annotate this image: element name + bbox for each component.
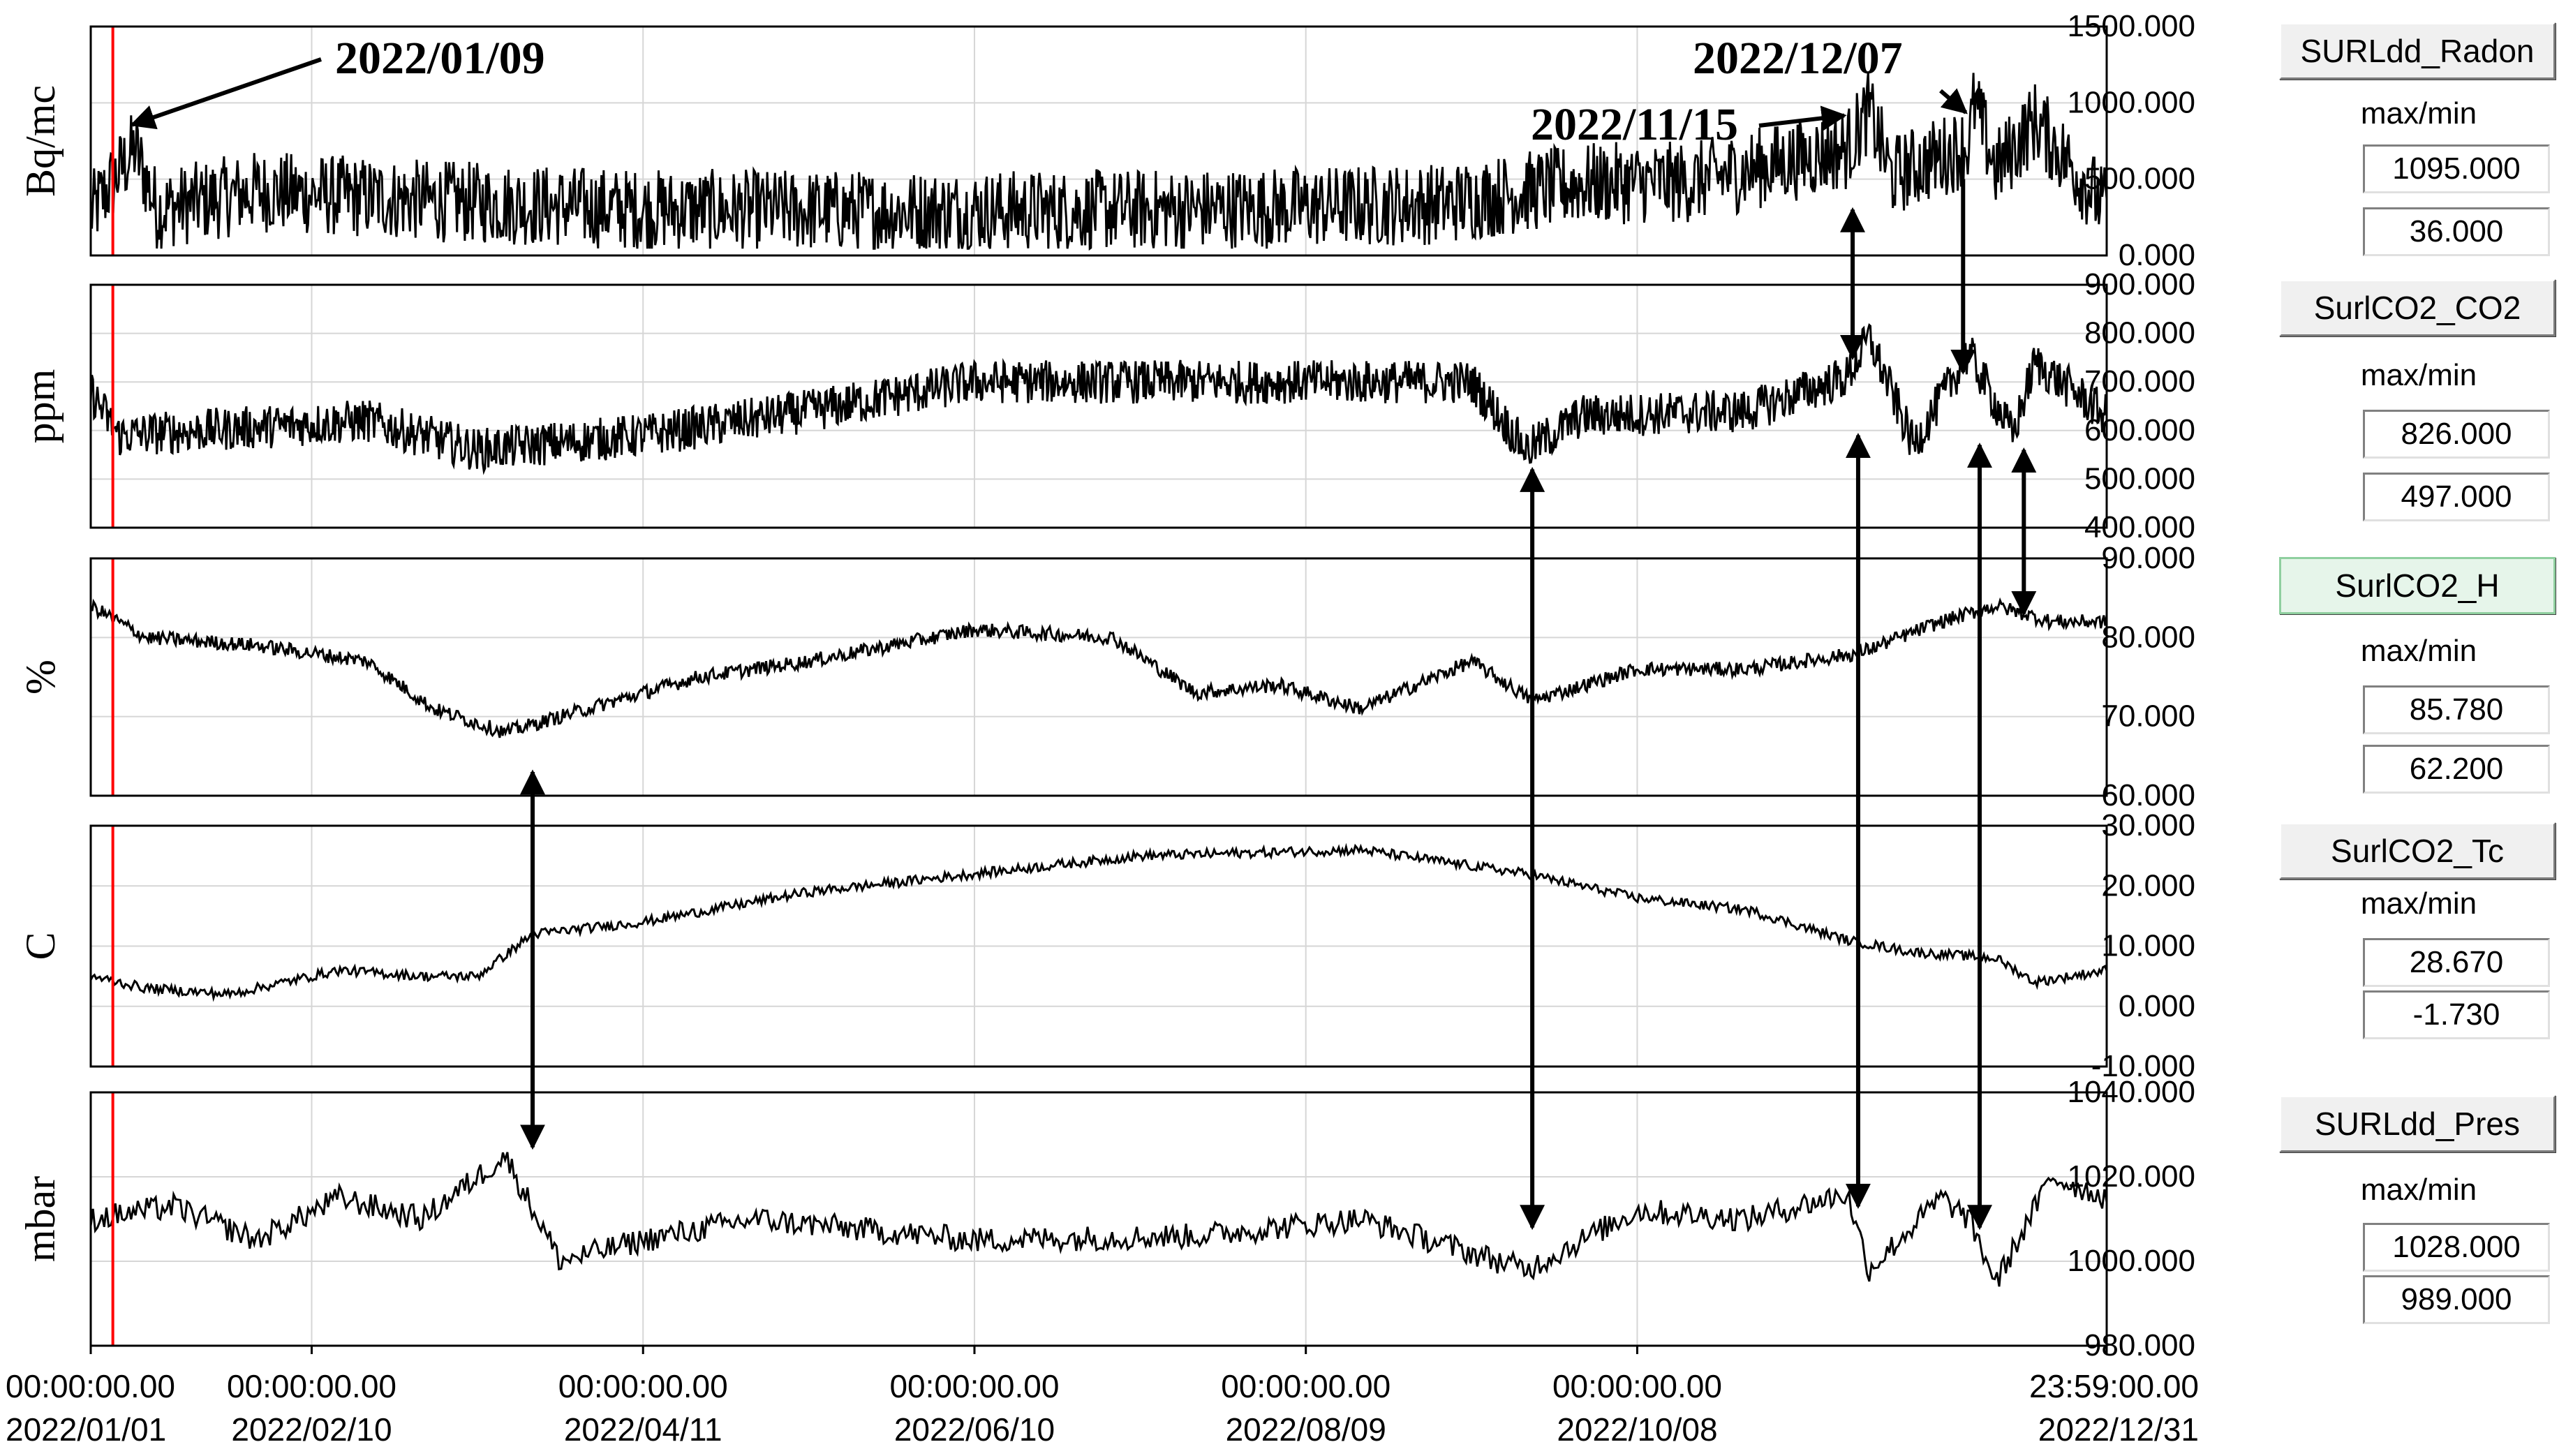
- series-button-radon[interactable]: SURLdd_Radon: [2279, 22, 2556, 80]
- y-axis-label: Bq/mc: [17, 85, 64, 197]
- series-side-panel: SURLdd_Radon max/min 1095.000 36.000 Sur…: [2272, 0, 2566, 1456]
- max-min-label: max/min: [2360, 1173, 2477, 1207]
- x-tick-date-label: 2022/10/08: [1557, 1411, 1717, 1448]
- annotation-pointer-arrow: [1939, 88, 1968, 114]
- series-button-co2[interactable]: SurlCO2_CO2: [2279, 279, 2556, 336]
- series-button-pressure[interactable]: SURLdd_Pres: [2279, 1095, 2556, 1152]
- y-tick-label: 1020.000: [2067, 1159, 2195, 1194]
- x-tick-time-label: 00:00:00.00: [889, 1368, 1059, 1404]
- max-min-label: max/min: [2360, 358, 2477, 392]
- series-line-temperature: [89, 842, 2108, 1002]
- y-axis-label: mbar: [17, 1176, 64, 1262]
- co2-max-value: 826.000: [2363, 410, 2550, 459]
- series-line-pressure: [89, 1152, 2108, 1287]
- x-tick-date-label: 2022/04/11: [564, 1411, 722, 1448]
- x-tick-date-label: 2022/01/01: [6, 1411, 166, 1448]
- pressure-min-value: 989.000: [2363, 1275, 2550, 1324]
- series-line-radon: [89, 71, 2108, 251]
- x-tick-time-label: 00:00:00.00: [1221, 1368, 1390, 1404]
- x-tick-time-label: 00:00:00.00: [558, 1368, 728, 1404]
- x-tick-time-label: 00:00:00.00: [227, 1368, 396, 1404]
- y-tick-label: 500.000: [2084, 461, 2195, 496]
- series-line-humidity: [89, 597, 2108, 738]
- series-line-co2: [89, 323, 2108, 475]
- date-annotation: 2022/12/07: [1693, 33, 1903, 84]
- max-min-label: max/min: [2360, 634, 2477, 668]
- max-min-label: max/min: [2360, 886, 2477, 921]
- panel-frame-temperature: [89, 824, 2108, 1068]
- y-tick-label: 700.000: [2084, 364, 2195, 399]
- y-tick-label: 70.000: [2101, 699, 2195, 734]
- x-tick-date-label: 2022/08/09: [1226, 1411, 1386, 1448]
- y-tick-label: 1000.000: [2067, 85, 2195, 119]
- x-tick-date-label: 2022/02/10: [231, 1411, 392, 1448]
- y-tick-label: 80.000: [2101, 620, 2195, 654]
- x-tick-date-label: 2022/12/31: [2038, 1411, 2199, 1448]
- y-axis-label: C: [17, 932, 64, 960]
- y-tick-label: 800.000: [2084, 316, 2195, 350]
- annotation-pointer-arrow: [129, 57, 322, 130]
- y-tick-label: 10.000: [2101, 929, 2195, 963]
- temperature-max-value: 28.670: [2363, 938, 2550, 987]
- y-axis-label: ppm: [17, 369, 64, 444]
- panel-frame-co2: [89, 283, 2108, 529]
- x-tick-date-label: 2022/06/10: [894, 1411, 1055, 1448]
- humidity-max-value: 85.780: [2363, 685, 2550, 734]
- max-min-label: max/min: [2360, 96, 2477, 131]
- x-tick-time-label: 23:59:00.00: [2029, 1368, 2199, 1404]
- co2-min-value: 497.000: [2363, 473, 2550, 521]
- pressure-max-value: 1028.000: [2363, 1223, 2550, 1272]
- y-axis-label: %: [17, 660, 64, 694]
- y-tick-label: 90.000: [2101, 541, 2195, 575]
- y-tick-label: 0.000: [2119, 238, 2195, 272]
- annotation-pointer-arrow: [1758, 105, 1847, 131]
- y-tick-label: 30.000: [2101, 808, 2195, 842]
- y-tick-label: 1000.000: [2067, 1244, 2195, 1278]
- panel-frame-radon: [89, 25, 2108, 257]
- y-tick-label: 60.000: [2101, 778, 2195, 812]
- x-tick-time-label: 00:00:00.00: [6, 1368, 175, 1404]
- x-tick-time-label: 00:00:00.00: [1552, 1368, 1722, 1404]
- series-button-humidity[interactable]: SurlCO2_H: [2279, 557, 2556, 614]
- humidity-min-value: 62.200: [2363, 745, 2550, 794]
- y-tick-label: -10.000: [2091, 1049, 2195, 1083]
- date-annotation: 2022/01/09: [335, 33, 545, 84]
- panel-frame-pressure: [89, 1091, 2108, 1347]
- radon-max-value: 1095.000: [2363, 144, 2550, 193]
- temperature-min-value: -1.730: [2363, 990, 2550, 1039]
- date-annotation: 2022/11/15: [1531, 99, 1738, 150]
- radon-min-value: 36.000: [2363, 207, 2550, 256]
- y-tick-label: 0.000: [2119, 989, 2195, 1023]
- series-button-temperature[interactable]: SurlCO2_Tc: [2279, 822, 2556, 879]
- y-tick-label: 20.000: [2101, 868, 2195, 902]
- panel-frame-humidity: [89, 557, 2108, 797]
